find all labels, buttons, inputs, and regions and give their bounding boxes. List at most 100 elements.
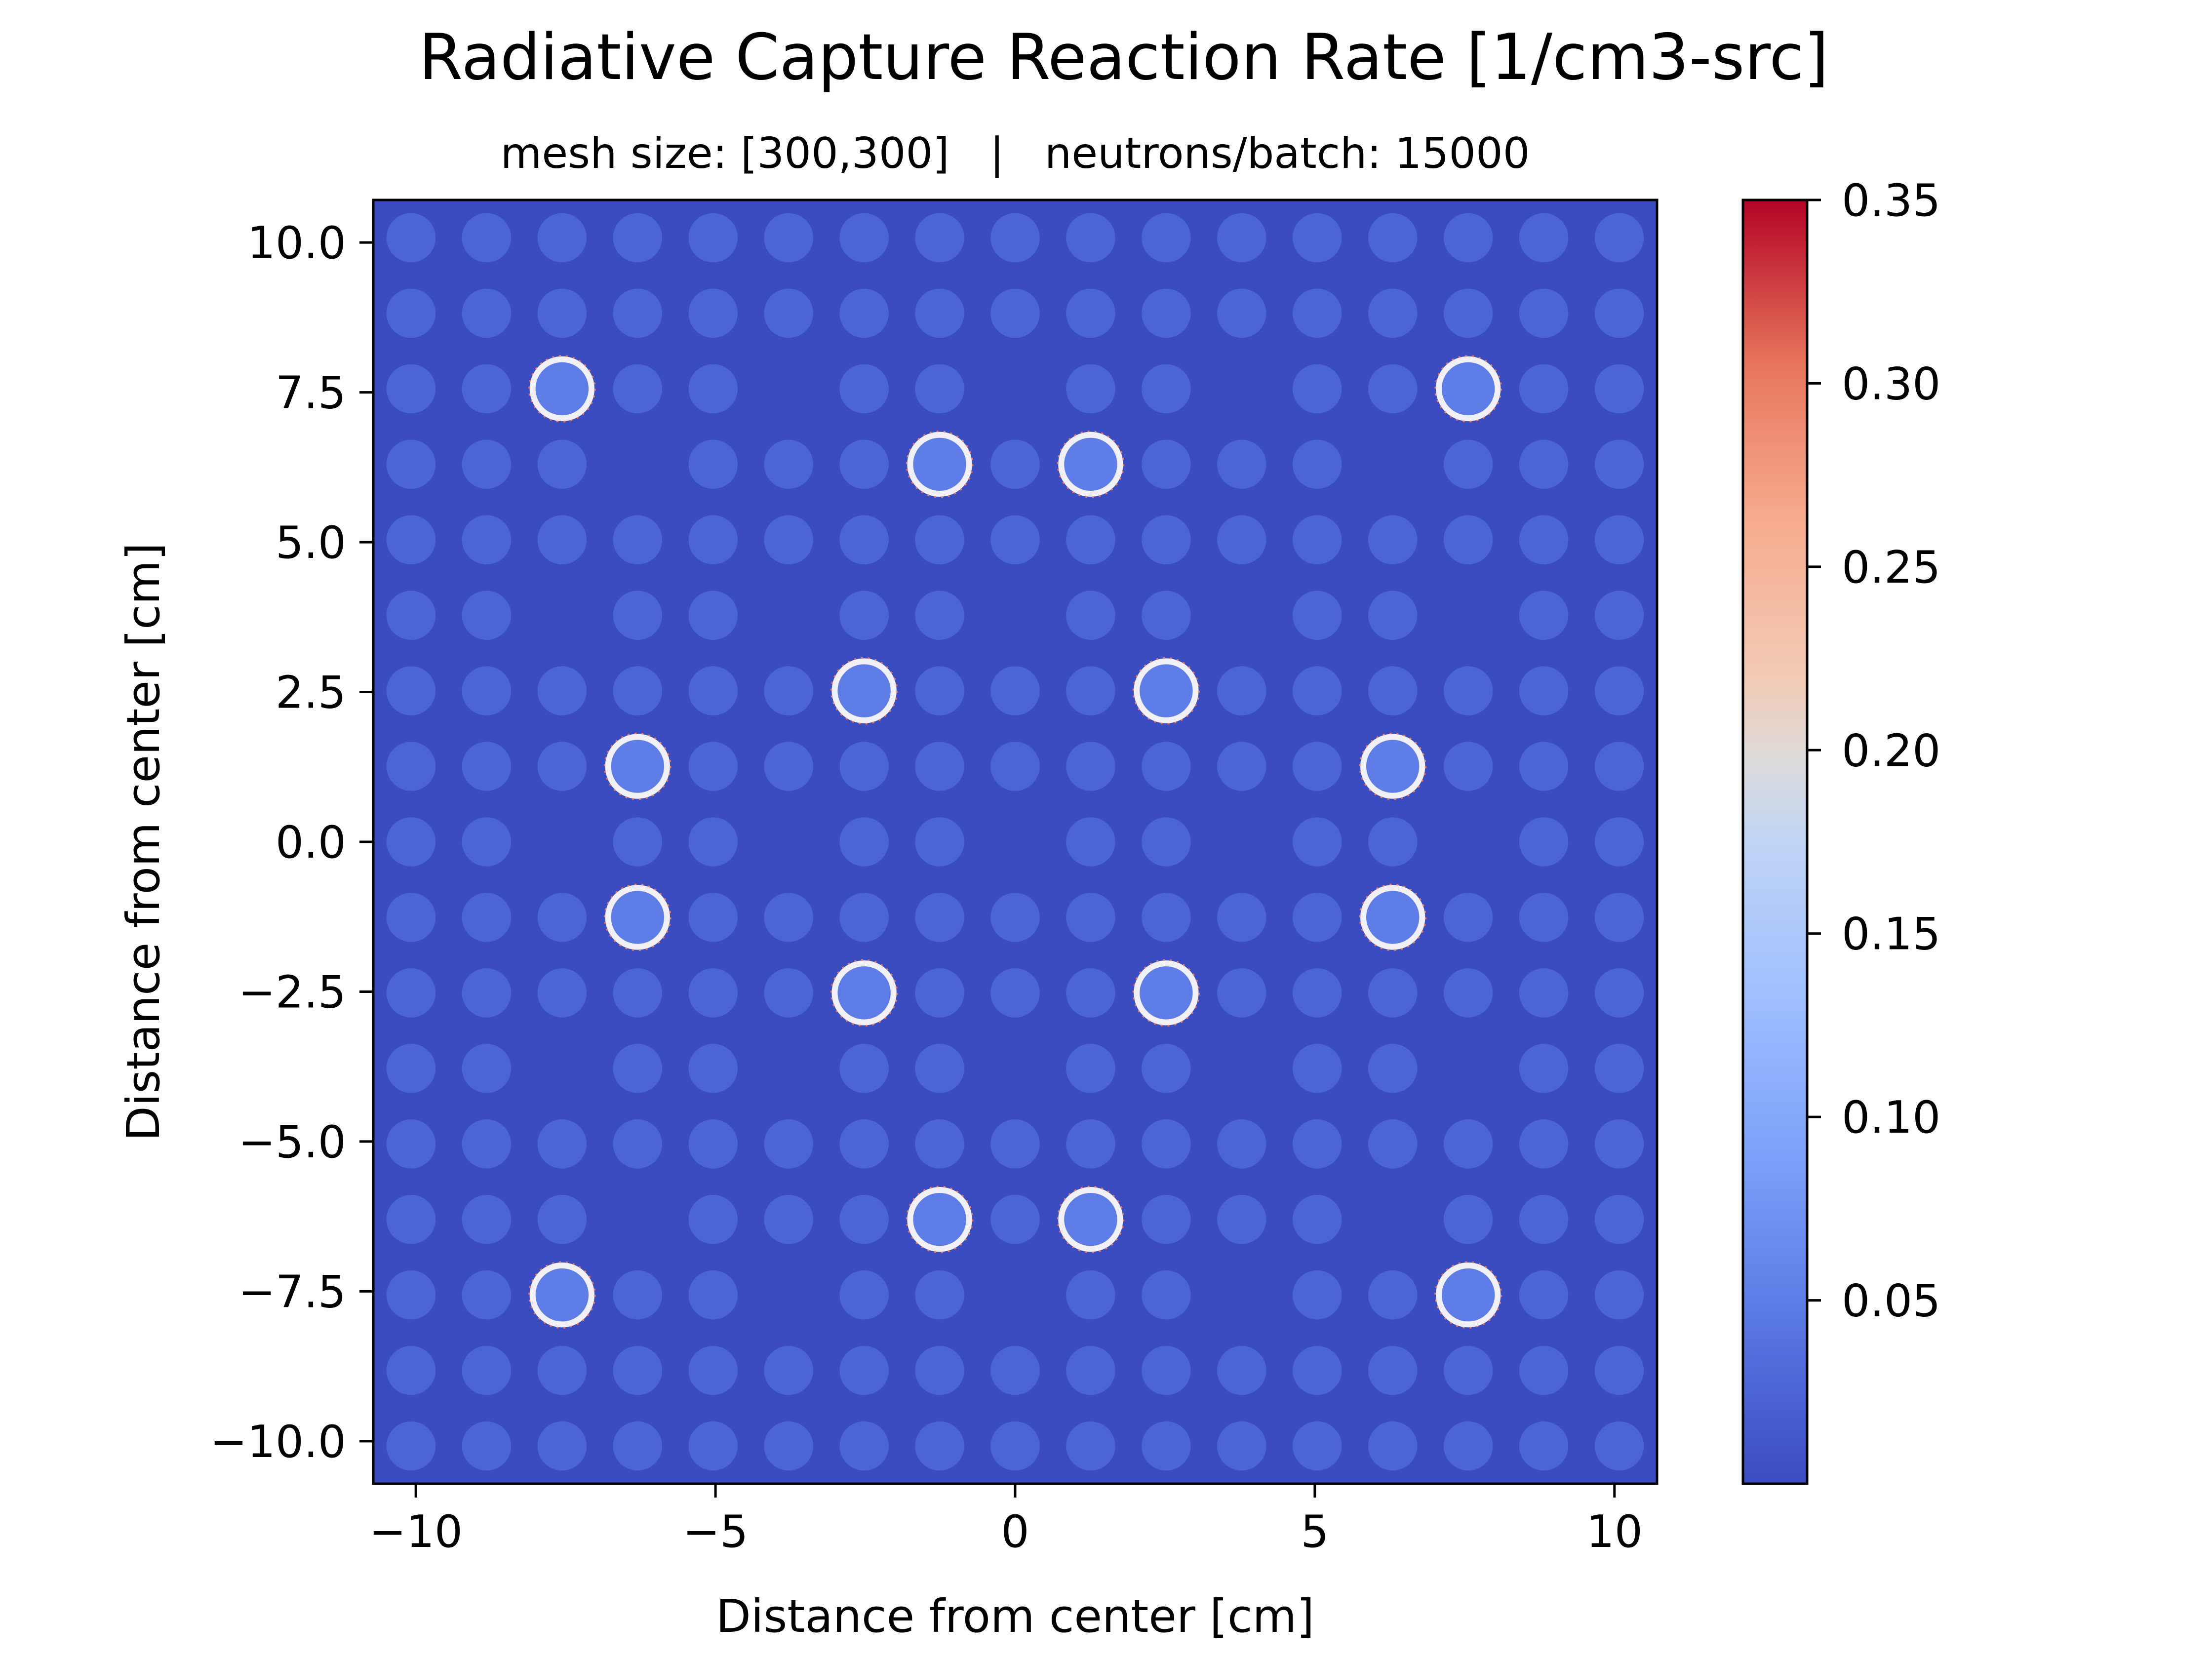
- y-tick-label: 0.0: [276, 817, 346, 869]
- fuel-pin: [537, 439, 587, 489]
- fuel-pin: [1368, 1421, 1418, 1471]
- fuel-pin: [839, 1119, 889, 1169]
- fuel-pin: [1066, 1044, 1115, 1093]
- fuel-pin: [1519, 1345, 1569, 1395]
- fuel-pin: [537, 288, 587, 338]
- fuel-pin: [537, 893, 587, 942]
- fuel-pin: [1066, 817, 1115, 867]
- fuel-pin: [688, 742, 738, 791]
- fuel-pin: [990, 1345, 1040, 1395]
- fuel-pin: [915, 1270, 964, 1320]
- fuel-pin: [688, 1044, 738, 1093]
- fuel-pin: [1519, 213, 1569, 263]
- fuel-pin: [688, 893, 738, 942]
- fuel-pin: [386, 288, 436, 338]
- fuel-pin: [839, 591, 889, 640]
- fuel-pin: [1594, 1421, 1644, 1471]
- y-axis: 10.0 7.5 5.0 2.5 0.0 −2.5 −5.0 −7.5 −10.0: [210, 217, 373, 1468]
- pin-lattice: [386, 213, 1644, 1471]
- fuel-pin: [1519, 591, 1569, 640]
- fuel-pin: [1443, 288, 1493, 338]
- hot-pin-rim: [1057, 431, 1125, 498]
- fuel-pin: [1368, 591, 1418, 640]
- fuel-pin: [1443, 439, 1493, 489]
- fuel-pin: [1292, 515, 1342, 565]
- fuel-pin: [915, 893, 964, 942]
- fuel-pin: [688, 1270, 738, 1320]
- fuel-pin: [990, 439, 1040, 489]
- colorbar-gradient: [1741, 198, 1809, 1485]
- hot-pin-disc: [605, 734, 671, 799]
- fuel-pin: [1292, 666, 1342, 715]
- x-tick-label: 0: [1001, 1506, 1029, 1558]
- fuel-pin: [1594, 288, 1644, 338]
- fuel-pin: [1443, 742, 1493, 791]
- hot-pin: [528, 1261, 596, 1329]
- fuel-pin: [1292, 213, 1342, 263]
- fuel-pin: [1066, 288, 1115, 338]
- fuel-pin: [1443, 1194, 1493, 1244]
- fuel-pin: [613, 364, 663, 414]
- hot-pin-rim: [830, 657, 898, 725]
- fuel-pin: [1443, 515, 1493, 565]
- fuel-pin: [1368, 515, 1418, 565]
- hot-pin-disc: [831, 960, 897, 1026]
- fuel-pin: [1066, 591, 1115, 640]
- fuel-pin: [613, 666, 663, 715]
- hot-pin: [1132, 959, 1200, 1027]
- hot-pin-rim: [1132, 657, 1200, 725]
- fuel-pin: [462, 666, 512, 715]
- x-tick-label: 5: [1301, 1506, 1329, 1558]
- fuel-pin: [1066, 1421, 1115, 1471]
- fuel-pin: [915, 817, 964, 867]
- hot-pin-rim: [1359, 732, 1426, 800]
- fuel-pin: [613, 1345, 663, 1395]
- fuel-pin: [990, 968, 1040, 1018]
- fuel-pin: [1519, 968, 1569, 1018]
- hot-pin: [830, 959, 898, 1027]
- fuel-pin: [613, 817, 663, 867]
- fuel-pin: [1368, 288, 1418, 338]
- fuel-pin: [386, 742, 436, 791]
- fuel-pin: [1142, 1119, 1191, 1169]
- fuel-pin: [764, 1345, 813, 1395]
- hot-pin: [604, 883, 672, 951]
- fuel-pin: [990, 1194, 1040, 1244]
- fuel-pin: [462, 1421, 512, 1471]
- fuel-pin: [915, 591, 964, 640]
- hot-pin-rim: [1057, 1185, 1125, 1253]
- fuel-pin: [915, 364, 964, 414]
- hot-pin: [1132, 657, 1200, 725]
- fuel-pin: [1066, 968, 1115, 1018]
- fuel-pin: [1368, 968, 1418, 1018]
- colorbar-tick-label: 0.20: [1842, 725, 1940, 777]
- fuel-pin: [688, 817, 738, 867]
- fuel-pin: [613, 1270, 663, 1320]
- hot-pin-rim: [528, 355, 596, 423]
- fuel-pin: [1292, 364, 1342, 414]
- x-tick-label: −5: [683, 1506, 749, 1558]
- fuel-pin: [1594, 1044, 1644, 1093]
- fuel-pin: [1594, 1119, 1644, 1169]
- fuel-pin: [537, 742, 587, 791]
- fuel-pin: [1142, 515, 1191, 565]
- hot-pin-disc: [1134, 658, 1199, 723]
- fuel-pin: [990, 666, 1040, 715]
- fuel-pin: [1443, 1421, 1493, 1471]
- hot-pin-rim: [528, 1261, 596, 1329]
- fuel-pin: [1066, 742, 1115, 791]
- fuel-pin: [1217, 666, 1266, 715]
- fuel-pin: [537, 1345, 587, 1395]
- fuel-pin: [1594, 817, 1644, 867]
- fuel-pin: [688, 364, 738, 414]
- fuel-pin: [688, 1194, 738, 1244]
- fuel-pin: [688, 968, 738, 1018]
- y-tick-label: 7.5: [276, 367, 346, 419]
- fuel-pin: [1066, 515, 1115, 565]
- fuel-pin: [1368, 364, 1418, 414]
- fuel-pin: [1142, 591, 1191, 640]
- fuel-pin: [1066, 364, 1115, 414]
- fuel-pin: [1519, 1194, 1569, 1244]
- fuel-pin: [1594, 666, 1644, 715]
- fuel-pin: [915, 1345, 964, 1395]
